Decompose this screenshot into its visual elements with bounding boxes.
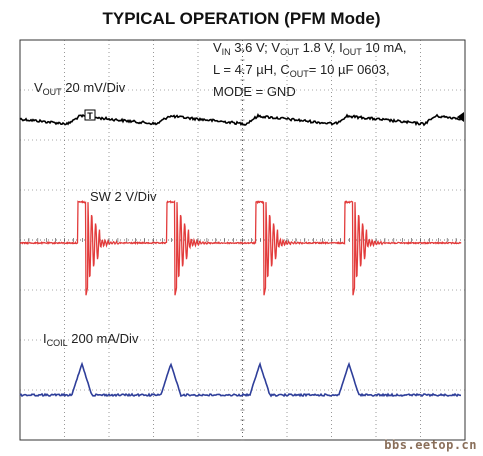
sw-channel-label: SW 2 V/Div xyxy=(90,189,157,204)
watermark: bbs.eetop.cn xyxy=(384,438,477,452)
trigger-marker: T xyxy=(84,109,96,121)
sw-trace xyxy=(19,199,462,296)
trace-group xyxy=(19,113,462,398)
trigger-marker-label: T xyxy=(87,111,93,121)
conditions-line-1: VIN 3.6 V; VOUT 1.8 V, IOUT 10 mA, xyxy=(213,40,406,57)
vout-channel-label: VOUT 20 mV/Div xyxy=(34,80,126,97)
scope-grid xyxy=(19,39,466,441)
ground-arrow-icon xyxy=(457,112,464,122)
conditions-line-3: MODE = GND xyxy=(213,84,296,99)
conditions-line-2: L = 4.7 µH, COUT= 10 µF 0603, xyxy=(213,62,390,79)
icoil-channel-label: ICOIL 200 mA/Div xyxy=(43,331,139,348)
icoil-trace xyxy=(19,361,461,398)
chart-title: TYPICAL OPERATION (PFM Mode) xyxy=(102,9,381,28)
